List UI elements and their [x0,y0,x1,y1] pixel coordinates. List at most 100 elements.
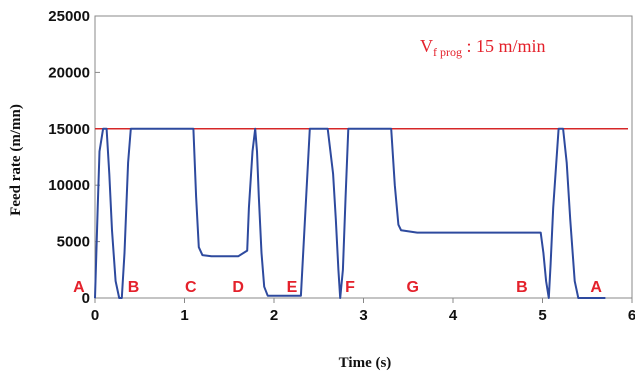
feed-rate-data-point [157,128,159,130]
feed-rate-data-point [237,255,239,257]
y-tick-label: 25000 [48,8,90,25]
y-tick-label: 10000 [48,177,90,194]
feed-rate-data-point [335,218,337,220]
position-label-a: A [73,279,85,296]
feed-rate-data-point [127,162,129,164]
x-axis-title: Time (s) [339,355,392,371]
position-label-f: F [345,279,355,296]
feed-rate-data-point [260,252,263,254]
feed-rate-data-point [545,280,547,282]
annotation-subscript: f prog [433,45,462,59]
feed-rate-data-point [248,207,250,209]
feed-rate-data-point [246,250,248,252]
x-tick-label: 4 [449,307,458,324]
feed-rate-data-point [400,229,402,231]
y-axis-title: Feed rate (m/mn) [8,104,24,216]
feed-rate-data-point [390,128,392,130]
feed-rate-data-point [362,128,365,130]
feed-rate-data-point [148,128,150,130]
x-tick-label: 2 [270,307,278,324]
feed-rate-data-point [267,295,269,297]
feed-rate-data-point [574,280,576,282]
feed-rate-data-point [569,218,571,220]
feed-rate-data-point [309,128,311,130]
y-axis-ticks: 0 5000 10000 15000 20000 25000 [48,8,90,307]
x-tick-label: 0 [91,307,99,324]
feed-rate-data-point [251,150,254,152]
feed-rate-data-point [192,128,194,130]
feed-rate-data-point [342,269,344,271]
feed-rate-data-point [416,232,418,234]
y-tick-label: 15000 [48,121,90,138]
feed-rate-data-point [339,297,341,299]
position-label-c: C [185,279,197,296]
feed-rate-data-point [111,229,113,231]
feed-rate-data-point [263,286,265,288]
feed-rate-data-point [347,128,349,130]
feed-rate-data-point [394,184,396,186]
feed-rate-data-point [558,128,560,130]
feed-rate-data-point [577,297,579,299]
feed-rate-data-point [345,195,347,198]
feed-rate-data-point [542,252,545,254]
feed-rate-data-point [312,128,314,130]
feed-rate-data-point [351,128,353,130]
position-label-a: A [590,279,602,296]
feed-rate-data-point [195,195,197,198]
feed-rate-data-point [470,232,472,234]
feed-rate-data-point [258,195,260,198]
feed-rate-data-point [604,297,606,299]
feed-rate-data-point [327,128,329,130]
feed-rate-data-point [123,252,126,254]
feed-rate-data-point [254,128,256,130]
feed-rate-data-point [268,295,271,297]
feed-rate-data-point [270,295,272,297]
feed-rate-data-point [332,173,334,175]
feed-rate-data-point [97,207,99,209]
feed-rate-data-point [354,128,356,130]
feed-rate-data-point [121,297,123,299]
feed-rate-data-point [552,207,554,209]
feed-rate-data-point [300,295,302,297]
feed-rate-data-point [524,232,526,234]
position-label-d: D [232,279,244,296]
position-label-g: G [406,279,418,296]
annotation-symbol: V [420,36,433,56]
feed-rate-data-point [219,255,221,257]
feed-rate-data-point [102,128,104,130]
feed-rate-data-point [282,295,284,297]
feed-rate-data-point [380,128,382,130]
feed-rate-data-point [106,128,108,130]
feed-rate-series-line [94,127,606,299]
x-tick-label: 5 [538,307,546,324]
feed-rate-data-point [397,224,399,226]
feed-rate-data-point [566,162,568,164]
feed-rate-data-point [488,232,490,234]
x-tick-label: 1 [180,307,188,324]
feed-rate-data-point [256,150,258,152]
feed-rate-data-point [108,173,110,175]
y-tick-label: 0 [82,290,90,307]
feed-rate-data-point [318,128,320,130]
x-axis-ticks: 0 1 2 3 4 5 6 [91,307,635,324]
feed-rate-data-point [175,128,177,130]
feed-rate-data-point [94,297,96,299]
feed-rate-data-point [337,269,339,271]
feed-rate-data-point [434,232,436,234]
position-label-e: E [287,279,298,296]
feed-rate-data-point [562,128,564,130]
y-tick-label: 20000 [48,64,90,81]
feed-rate-data-point [98,150,101,152]
x-tick-label: 6 [628,307,635,324]
series-group [94,127,606,299]
feed-rate-data-point [166,128,168,130]
feed-rate-data-point [540,232,542,234]
feed-rate-data-point [506,232,508,234]
feed-rate-data-point [118,297,120,299]
position-label-b: B [128,279,140,296]
feed-rate-data-point [183,128,186,130]
position-label-b: B [516,279,528,296]
feed-rate-data-point [130,128,132,130]
feed-rate-data-point [201,254,203,256]
